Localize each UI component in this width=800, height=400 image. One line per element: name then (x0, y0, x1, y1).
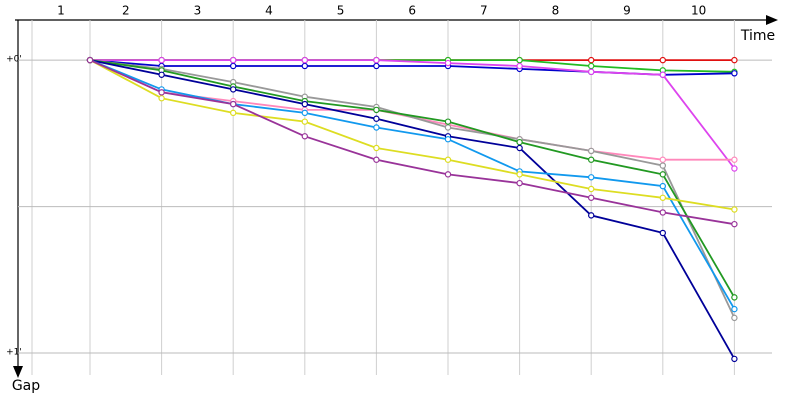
data-point (158, 89, 165, 96)
lap-label: 10 (691, 4, 706, 18)
data-point (659, 182, 667, 190)
data-point (444, 124, 452, 131)
data-point (516, 171, 523, 178)
series-line (89, 59, 736, 360)
data-point (373, 115, 380, 122)
data-point (659, 171, 667, 178)
series-line (90, 59, 736, 170)
data-point (588, 62, 595, 70)
data-point (444, 59, 452, 67)
data-point (731, 314, 738, 322)
series-line (89, 59, 736, 310)
lap-label: 5 (337, 4, 345, 18)
y-axis-label: Gap (12, 378, 40, 394)
data-point (659, 194, 667, 201)
lap-label: 4 (265, 4, 273, 18)
data-point (731, 355, 738, 363)
series (86, 56, 738, 228)
data-point (659, 162, 667, 169)
series-line (89, 59, 736, 319)
x-axis-label: Time (740, 28, 775, 44)
y-axis-arrow (13, 366, 23, 378)
data-point (588, 147, 595, 155)
data-point (229, 100, 237, 108)
data-point (731, 156, 738, 163)
data-point (229, 62, 237, 70)
data-point (229, 109, 237, 117)
data-point (516, 179, 523, 187)
data-point (588, 194, 595, 201)
lap-label: 7 (480, 4, 488, 18)
data-point (158, 56, 165, 64)
x-axis-arrow (766, 15, 778, 25)
series (86, 56, 738, 172)
data-point (373, 124, 380, 131)
data-point (301, 100, 308, 108)
data-point (731, 206, 738, 213)
data-point (444, 156, 452, 163)
data-point (229, 56, 237, 64)
data-point (301, 62, 308, 70)
data-point (373, 62, 380, 70)
data-point (731, 294, 738, 301)
data-point (588, 185, 595, 193)
data-point (229, 86, 237, 93)
series-line (89, 59, 735, 211)
data-point (373, 144, 380, 152)
data-point (731, 70, 738, 77)
data-point (86, 56, 94, 64)
series (86, 56, 738, 213)
data-point (444, 171, 452, 178)
series-line (89, 59, 736, 298)
data-point (301, 133, 308, 140)
data-point (158, 71, 165, 78)
data-point (516, 144, 523, 152)
series (86, 56, 738, 363)
data-point (373, 156, 380, 163)
data-point (588, 212, 595, 219)
y-tick-label: +0' (6, 55, 22, 65)
data-point (659, 229, 667, 237)
data-point (516, 62, 523, 70)
lap-label: 2 (122, 4, 130, 18)
y-tick-label: +1' (6, 348, 22, 358)
lap-label: 3 (194, 4, 202, 18)
data-point (588, 56, 595, 64)
data-point (588, 156, 595, 163)
lap-label: 8 (552, 4, 560, 18)
data-point (731, 220, 738, 228)
series-line (89, 59, 735, 161)
data-point (659, 209, 667, 216)
data-point (301, 109, 308, 117)
data-point (444, 136, 452, 143)
data-point (301, 118, 308, 125)
data-point (588, 174, 595, 181)
data-point (516, 56, 523, 64)
data-point (301, 56, 308, 64)
data-point (731, 165, 738, 172)
data-point (373, 56, 380, 64)
data-point (731, 305, 738, 313)
data-point (659, 56, 667, 64)
data-point (659, 156, 667, 163)
lap-label: 1 (57, 4, 65, 18)
data-point (516, 138, 523, 146)
series-line (89, 59, 735, 226)
data-point (731, 56, 738, 64)
data-point (158, 95, 165, 102)
lap-label: 9 (623, 4, 631, 18)
data-point (373, 106, 380, 114)
data-point (659, 71, 667, 78)
data-point (588, 68, 595, 76)
data-point (444, 118, 452, 125)
lap-label: 6 (408, 4, 416, 18)
